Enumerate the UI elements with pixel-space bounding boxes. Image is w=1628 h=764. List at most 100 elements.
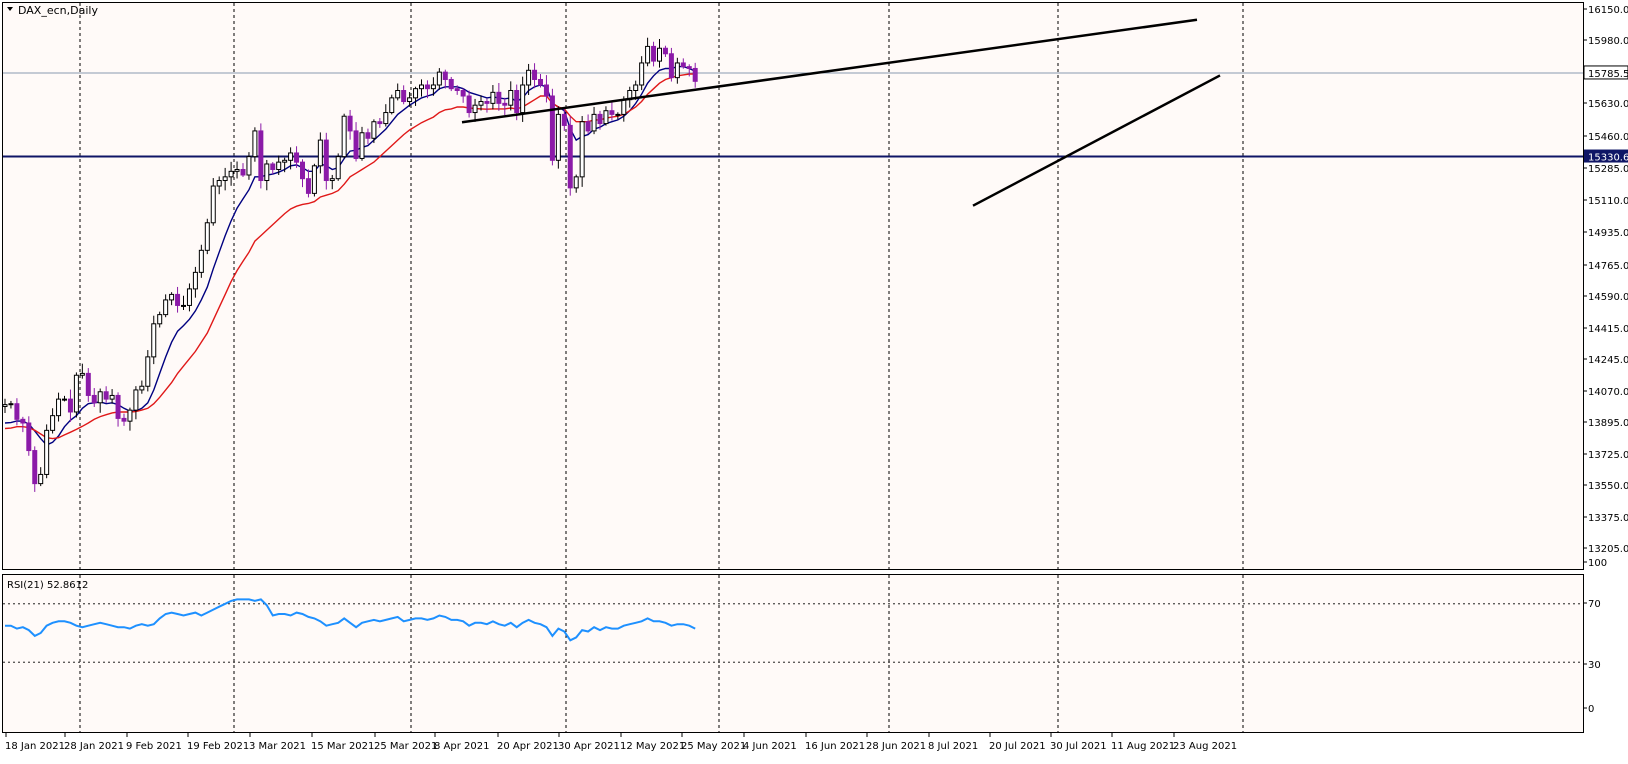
candle [97, 388, 103, 413]
candle [8, 400, 14, 409]
dropdown-triangle-icon[interactable] [7, 7, 13, 11]
rsi-line [5, 598, 696, 642]
candle [276, 155, 282, 175]
level-price-tag [1584, 149, 1628, 163]
x-tick-label: 8 Jul 2021 [928, 741, 978, 752]
candle [44, 424, 50, 479]
candle [424, 80, 430, 99]
candle [407, 92, 413, 107]
current-price-tag [1583, 65, 1628, 80]
candle [591, 106, 597, 135]
candle [62, 395, 67, 402]
candle [169, 292, 175, 306]
candle [389, 94, 395, 115]
x-tick-label: 8 Apr 2021 [434, 741, 489, 752]
current-price-label: 15785.5 [1588, 69, 1628, 80]
candle [133, 386, 139, 420]
y-tick-label: 13895.0 [1588, 418, 1628, 429]
y-tick-label: 13205.0 [1588, 544, 1628, 555]
rsi-tick-label: 70 [1588, 599, 1601, 610]
candle [20, 416, 26, 433]
candle [442, 69, 448, 89]
x-tick-label: 9 Feb 2021 [126, 741, 182, 752]
y-tick-label: 13375.0 [1588, 513, 1628, 524]
y-tick-label: 14765.0 [1588, 261, 1628, 272]
candle [508, 81, 514, 111]
y-tick-label: 15980.0 [1588, 36, 1628, 47]
x-tick-label: 12 May 2021 [620, 741, 685, 752]
candle [549, 88, 555, 166]
x-tick-label: 20 Jul 2021 [989, 741, 1046, 752]
level-price-label: 15330.6 [1588, 153, 1628, 164]
y-tick-label: 15460.0 [1588, 132, 1628, 143]
y-tick-label: 14415.0 [1588, 324, 1628, 335]
candle [157, 311, 163, 328]
candle [538, 74, 543, 88]
candle [496, 83, 502, 111]
rsi-tick-label: 30 [1588, 660, 1601, 671]
candle [383, 104, 389, 127]
x-tick-label: 15 Mar 2021 [311, 741, 374, 752]
y-tick-label: 14245.0 [1588, 355, 1628, 366]
candle [615, 112, 621, 120]
x-tick-label: 19 Feb 2021 [187, 741, 249, 752]
candle [639, 56, 645, 91]
candle [454, 85, 460, 95]
candle [85, 368, 91, 402]
candle [204, 218, 210, 255]
candle [609, 100, 615, 121]
candle [258, 123, 264, 189]
candle [175, 286, 181, 313]
candle [460, 88, 466, 103]
candle [359, 126, 365, 161]
candle [305, 169, 311, 198]
candle [502, 97, 508, 116]
rsi-tick-label: 100 [1588, 558, 1607, 569]
candle [526, 63, 532, 96]
trendline-upper [461, 18, 1198, 124]
candle [532, 63, 538, 89]
candle [73, 372, 79, 418]
y-tick-label: 15285.0 [1588, 164, 1628, 175]
candle [651, 41, 657, 67]
candle [151, 315, 157, 365]
candle [91, 388, 97, 407]
candle [228, 161, 234, 186]
x-tick-label: 20 Apr 2021 [497, 741, 559, 752]
candle [14, 398, 20, 426]
x-tick-label: 11 Aug 2021 [1111, 741, 1175, 752]
candle [645, 37, 651, 67]
candle [216, 176, 222, 195]
candle [335, 153, 341, 181]
candle [67, 389, 73, 422]
trendline-lower [972, 74, 1221, 207]
rsi-label: RSI(21) 52.8612 [7, 580, 88, 591]
candle [395, 83, 401, 101]
candle [633, 80, 639, 100]
x-tick-label: 30 Jul 2021 [1050, 741, 1107, 752]
candle [353, 122, 359, 162]
y-tick-label: 14590.0 [1588, 292, 1628, 303]
candle [419, 79, 424, 97]
candle [371, 119, 377, 144]
candle [377, 117, 383, 128]
candle [365, 128, 371, 145]
candle [300, 159, 305, 188]
symbol-title: DAX_ecn,Daily [18, 4, 98, 17]
x-tick-label: 18 Jan 2021 [5, 741, 65, 752]
candle [56, 392, 62, 422]
candle [246, 152, 252, 180]
candle [555, 106, 561, 169]
candle [561, 108, 567, 131]
candle [341, 113, 347, 159]
candle [26, 416, 32, 456]
x-tick-label: 28 Jun 2021 [866, 741, 926, 752]
candle [50, 408, 56, 434]
candle [436, 68, 442, 90]
candle [103, 386, 109, 403]
candle [181, 295, 186, 310]
candle [472, 98, 478, 122]
candle [413, 86, 419, 106]
